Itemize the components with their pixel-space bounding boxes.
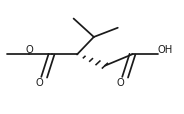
Text: O: O (117, 78, 124, 88)
Text: O: O (26, 45, 34, 54)
Text: O: O (36, 78, 43, 88)
Text: OH: OH (157, 45, 172, 54)
